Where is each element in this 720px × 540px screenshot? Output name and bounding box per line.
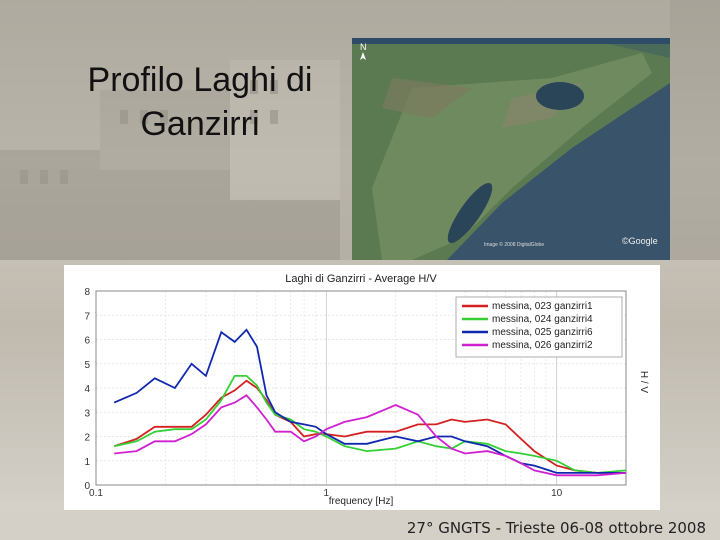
y-tick-label: 1 <box>84 457 90 468</box>
hv-chart: Laghi di Ganzirri - Average H/V frequenc… <box>84 273 649 507</box>
y-tick-label: 2 <box>84 433 90 444</box>
y-axis-label: H / V <box>638 371 649 394</box>
x-tick-label: 10 <box>551 488 563 499</box>
legend-box <box>455 296 623 358</box>
y-tick-label: 0 <box>84 481 90 492</box>
footer-bar <box>0 512 720 540</box>
chart-title: Laghi di Ganzirri - Average H/V <box>285 273 437 285</box>
series-line-2 <box>114 375 627 474</box>
chart-panel: Laghi di Ganzirri - Average H/V frequenc… <box>64 265 660 510</box>
x-ticks: 0.1 1 10 <box>89 488 563 499</box>
legend-label: messina, 024 ganzirri4 <box>492 314 593 325</box>
imagery-credit: Image © 2008 DigitalGlobe <box>484 241 544 248</box>
legend: messina, 023 ganzirri1 messina, 024 ganzi… <box>455 296 623 358</box>
satellite-image: N Image © 2008 DigitalGlobe ©Google <box>352 38 670 260</box>
y-tick-label: 6 <box>84 336 90 347</box>
x-tick-label: 0.1 <box>89 488 103 499</box>
y-tick-label: 4 <box>84 384 90 395</box>
slide-title: Profilo Laghi di Ganzirri <box>40 58 360 146</box>
slide-title-line2: Ganzirri <box>140 105 260 143</box>
plot-area-frame <box>95 290 627 486</box>
y-tick-label: 8 <box>84 287 90 298</box>
google-watermark: ©Google <box>622 236 658 246</box>
y-ticks: 0 1 2 3 4 5 6 7 8 <box>84 287 90 492</box>
north-arrow-icon <box>360 52 366 60</box>
legend-label: messina, 025 ganzirri6 <box>492 327 593 338</box>
x-axis-label: frequency [Hz] <box>329 496 394 507</box>
y-tick-label: 3 <box>84 408 90 419</box>
slide-title-line1: Profilo Laghi di <box>87 61 313 99</box>
y-tick-label: 7 <box>84 311 90 322</box>
y-tick-label: 5 <box>84 360 90 371</box>
series-line-4 <box>114 394 627 477</box>
north-label: N <box>360 42 367 52</box>
x-tick-label: 1 <box>324 488 330 499</box>
legend-label: messina, 023 ganzirri1 <box>492 301 593 312</box>
series-lines <box>113 328 627 477</box>
footer-text: 27° GNGTS - Trieste 06-08 ottobre 2008 <box>406 519 706 537</box>
legend-label: messina, 026 ganzirri2 <box>492 340 593 351</box>
lake-ganzirri <box>447 182 493 244</box>
lake-faro <box>536 82 584 110</box>
